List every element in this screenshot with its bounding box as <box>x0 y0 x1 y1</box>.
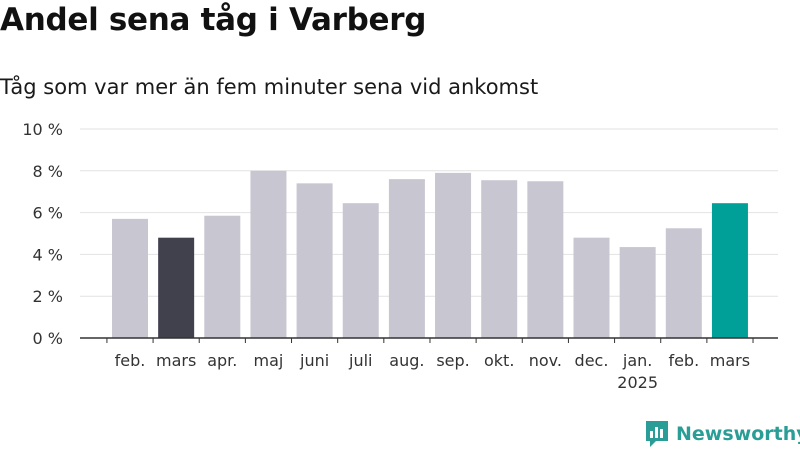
y-tick-label: 2 % <box>33 287 63 306</box>
bar <box>250 170 287 338</box>
bar <box>711 203 748 338</box>
y-tick-label: 8 % <box>33 162 63 181</box>
bar <box>204 215 241 338</box>
chart-title: Andel sena tåg i Varberg <box>0 2 427 38</box>
bar <box>665 228 702 338</box>
y-tick-label: 0 % <box>33 329 63 348</box>
x-tick-label: apr. <box>207 351 237 370</box>
bar <box>112 218 148 338</box>
x-tick-label: mars <box>710 351 750 370</box>
y-tick-label: 4 % <box>33 245 63 264</box>
x-tick-label: jan. <box>622 351 652 370</box>
bar <box>342 203 379 338</box>
bar <box>296 183 333 338</box>
x-tick-year-label: 2025 <box>617 373 658 392</box>
x-tick-label: juli <box>348 351 372 370</box>
x-tick-label: dec. <box>575 351 609 370</box>
newsworthy-logo: Newsworthy <box>644 419 800 449</box>
x-tick-label: feb. <box>115 351 146 370</box>
bar <box>527 181 564 338</box>
x-tick-label: juni <box>299 351 329 370</box>
bar <box>573 237 610 338</box>
bar <box>481 180 518 338</box>
x-axis-tick-labels: feb. mars apr. maj juni juli aug. sep. okt. nov. d… <box>115 351 750 392</box>
y-tick-label: 6 % <box>33 204 63 223</box>
x-tick-label: nov. <box>529 351 562 370</box>
bar <box>388 179 425 338</box>
x-tick-label: okt. <box>484 351 514 370</box>
newsworthy-logo-icon <box>646 421 668 447</box>
gridlines <box>80 128 778 297</box>
x-tick-label: mars <box>156 351 196 370</box>
x-tick-label: maj <box>254 351 284 370</box>
brand-name: Newsworthy <box>676 423 800 445</box>
x-axis <box>80 337 778 343</box>
bar <box>619 247 656 338</box>
x-tick-label: aug. <box>389 351 424 370</box>
y-tick-label: 10 % <box>22 120 63 139</box>
bar <box>158 237 195 338</box>
x-tick-label: feb. <box>668 351 699 370</box>
bar <box>435 172 472 338</box>
bars <box>112 170 748 338</box>
y-axis-tick-labels: 0 % 2 % 4 % 6 % 8 % 10 % <box>22 120 63 348</box>
chart-subtitle: Tåg som var mer än fem minuter sena vid … <box>0 75 539 99</box>
x-tick-label: sep. <box>436 351 469 370</box>
bar-chart: 0 %2 %4 %6 %8 %10 % feb. mars apr. maj juni j… <box>22 120 778 392</box>
